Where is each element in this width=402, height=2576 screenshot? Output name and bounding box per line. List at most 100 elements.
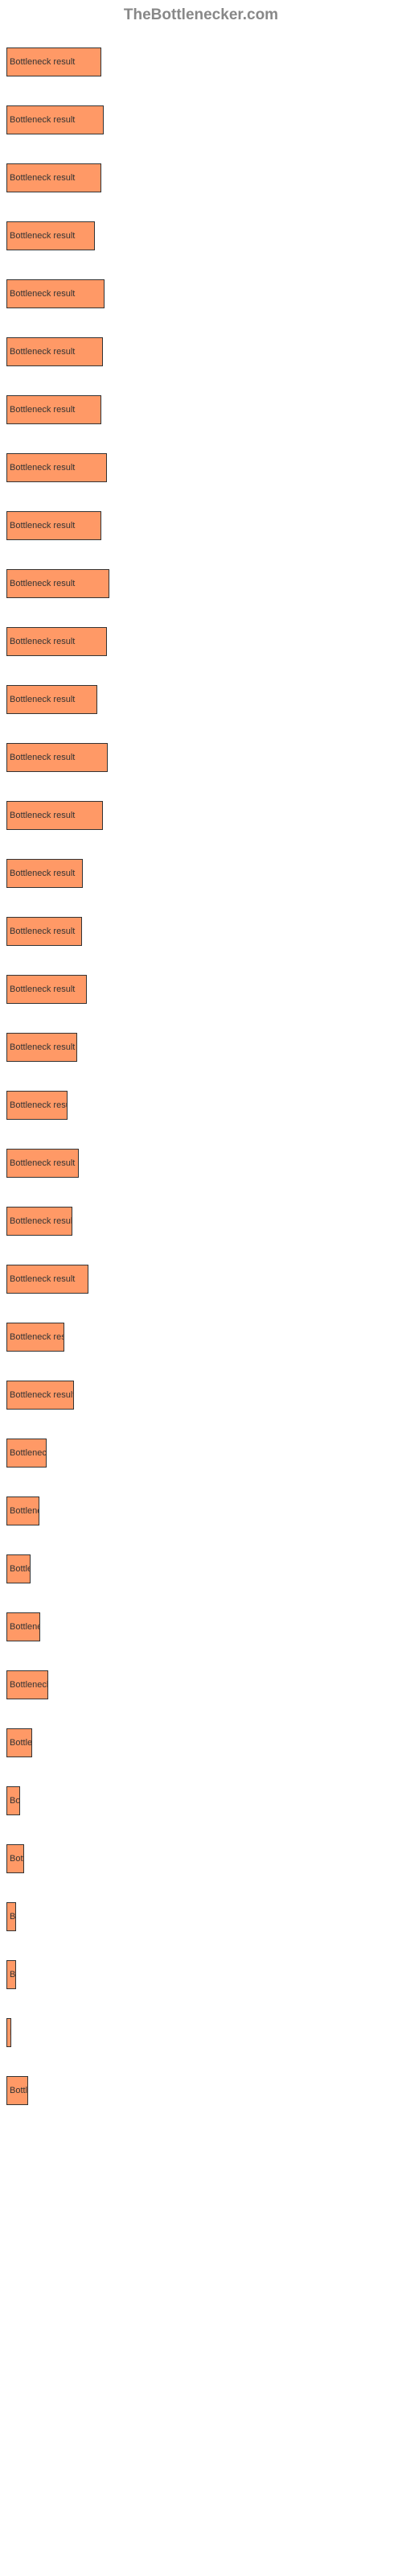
bar-row: Bottleneck result <box>6 671 396 707</box>
bar: Bottleneck result <box>6 2018 11 2047</box>
bar-row: Bottleneck result <box>6 1019 396 1055</box>
bar: Bottleneck result <box>6 1786 20 1815</box>
bar: Bottleneck result <box>6 453 107 482</box>
bar-top-label <box>6 92 396 104</box>
bar-top-label <box>6 440 396 452</box>
bar: Bottleneck result <box>6 1323 64 1352</box>
bar-top-label <box>6 208 396 220</box>
bar-top-label <box>6 1135 396 1147</box>
bar: Bottleneck result <box>6 975 87 1004</box>
bar-row: Bottleneck result <box>6 555 396 591</box>
bar: Bottleneck result <box>6 1149 79 1178</box>
bar: Bottleneck result <box>6 1091 68 1120</box>
bar-row: Bottleneck result <box>6 787 396 823</box>
bar-top-label <box>6 1773 396 1785</box>
bar-top-label <box>6 2062 396 2074</box>
bar-top-label <box>6 845 396 857</box>
bar: Bottleneck result <box>6 279 105 308</box>
bar-top-label <box>6 266 396 278</box>
bar-top-label <box>6 613 396 625</box>
bar: Bottleneck result <box>6 2076 28 2105</box>
bar-top-label <box>6 382 396 394</box>
bar-row: Bottleneck result <box>6 34 396 69</box>
bar-row: Bottleneck result <box>6 1657 396 1692</box>
bar: Bottleneck result <box>6 1439 47 1468</box>
bar-row: Bottleneck result <box>6 903 396 939</box>
bar-top-label <box>6 1946 396 1959</box>
bar-row: Bottleneck result <box>6 1599 396 1634</box>
bar-row: Bottleneck result <box>6 1367 396 1402</box>
bar-row: Bottleneck result <box>6 1135 396 1170</box>
bar-row: Bottleneck result <box>6 1541 396 1576</box>
bar-top-label <box>6 787 396 799</box>
site-logo: TheBottlenecker.com <box>124 6 278 23</box>
bar: Bottleneck result <box>6 105 104 134</box>
bar-top-label <box>6 34 396 46</box>
bar-top-label <box>6 1425 396 1437</box>
bar: Bottleneck result <box>6 1960 16 1989</box>
bar-top-label <box>6 2004 396 2017</box>
bar-row: Bottleneck result <box>6 150 396 185</box>
bar-top-label <box>6 555 396 568</box>
bar-top-label <box>6 1599 396 1611</box>
bar-row: Bottleneck result <box>6 92 396 127</box>
bar: Bottleneck result <box>6 337 103 366</box>
bar-top-label <box>6 1889 396 1901</box>
bar-top-label <box>6 1309 396 1321</box>
bar: Bottleneck result <box>6 511 101 540</box>
bar: Bottleneck result <box>6 801 103 830</box>
bar: Bottleneck result <box>6 1670 48 1699</box>
header: TheBottlenecker.com <box>0 0 402 31</box>
bottleneck-chart: Bottleneck resultBottleneck resultBottle… <box>0 31 402 2127</box>
bar: Bottleneck result <box>6 1554 31 1583</box>
bar-top-label <box>6 1193 396 1205</box>
bar-top-label <box>6 961 396 973</box>
bar-top-label <box>6 729 396 741</box>
bar: Bottleneck result <box>6 917 82 946</box>
bar-row: Bottleneck result <box>6 1773 396 1808</box>
bar-row: Bottleneck result <box>6 1889 396 1924</box>
bar: Bottleneck result <box>6 1496 39 1525</box>
bar: Bottleneck result <box>6 1265 88 1294</box>
bar-row: Bottleneck result <box>6 266 396 301</box>
bar-row: Bottleneck result <box>6 1077 396 1113</box>
bar-top-label <box>6 671 396 683</box>
bar-row: Bottleneck result <box>6 324 396 359</box>
bar-row: Bottleneck result <box>6 613 396 649</box>
bar-row: Bottleneck result <box>6 1193 396 1228</box>
bar-row: Bottleneck result <box>6 440 396 475</box>
bar-top-label <box>6 1831 396 1843</box>
bar-row: Bottleneck result <box>6 497 396 533</box>
bar-row: Bottleneck result <box>6 1831 396 1866</box>
bar: Bottleneck result <box>6 627 107 656</box>
bar-row: Bottleneck result <box>6 1309 396 1344</box>
bar-row: Bottleneck result <box>6 382 396 417</box>
bar: Bottleneck result <box>6 163 101 192</box>
bar: Bottleneck result <box>6 569 109 598</box>
bar-row: Bottleneck result <box>6 1715 396 1750</box>
bar-top-label <box>6 1483 396 1495</box>
bar-top-label <box>6 903 396 915</box>
bar: Bottleneck result <box>6 1612 40 1641</box>
bar: Bottleneck result <box>6 221 95 250</box>
bar-top-label <box>6 497 396 510</box>
bar-top-label <box>6 324 396 336</box>
bar-row: Bottleneck result <box>6 1946 396 1982</box>
bar-row: Bottleneck result <box>6 1251 396 1286</box>
bar-top-label <box>6 1541 396 1553</box>
bar-row: Bottleneck result <box>6 208 396 243</box>
bar-top-label <box>6 1019 396 1031</box>
bar: Bottleneck result <box>6 1033 77 1062</box>
bar: Bottleneck result <box>6 1902 16 1931</box>
bar: Bottleneck result <box>6 859 83 888</box>
bar-top-label <box>6 1657 396 1669</box>
bar-top-label <box>6 1367 396 1379</box>
bar: Bottleneck result <box>6 395 101 424</box>
bar-row: Bottleneck result <box>6 1483 396 1518</box>
bar-row: Bottleneck result <box>6 845 396 881</box>
bar: Bottleneck result <box>6 47 101 76</box>
bar-top-label <box>6 1251 396 1263</box>
bar-row: Bottleneck result <box>6 729 396 765</box>
bar-top-label <box>6 1715 396 1727</box>
bar-top-label <box>6 150 396 162</box>
